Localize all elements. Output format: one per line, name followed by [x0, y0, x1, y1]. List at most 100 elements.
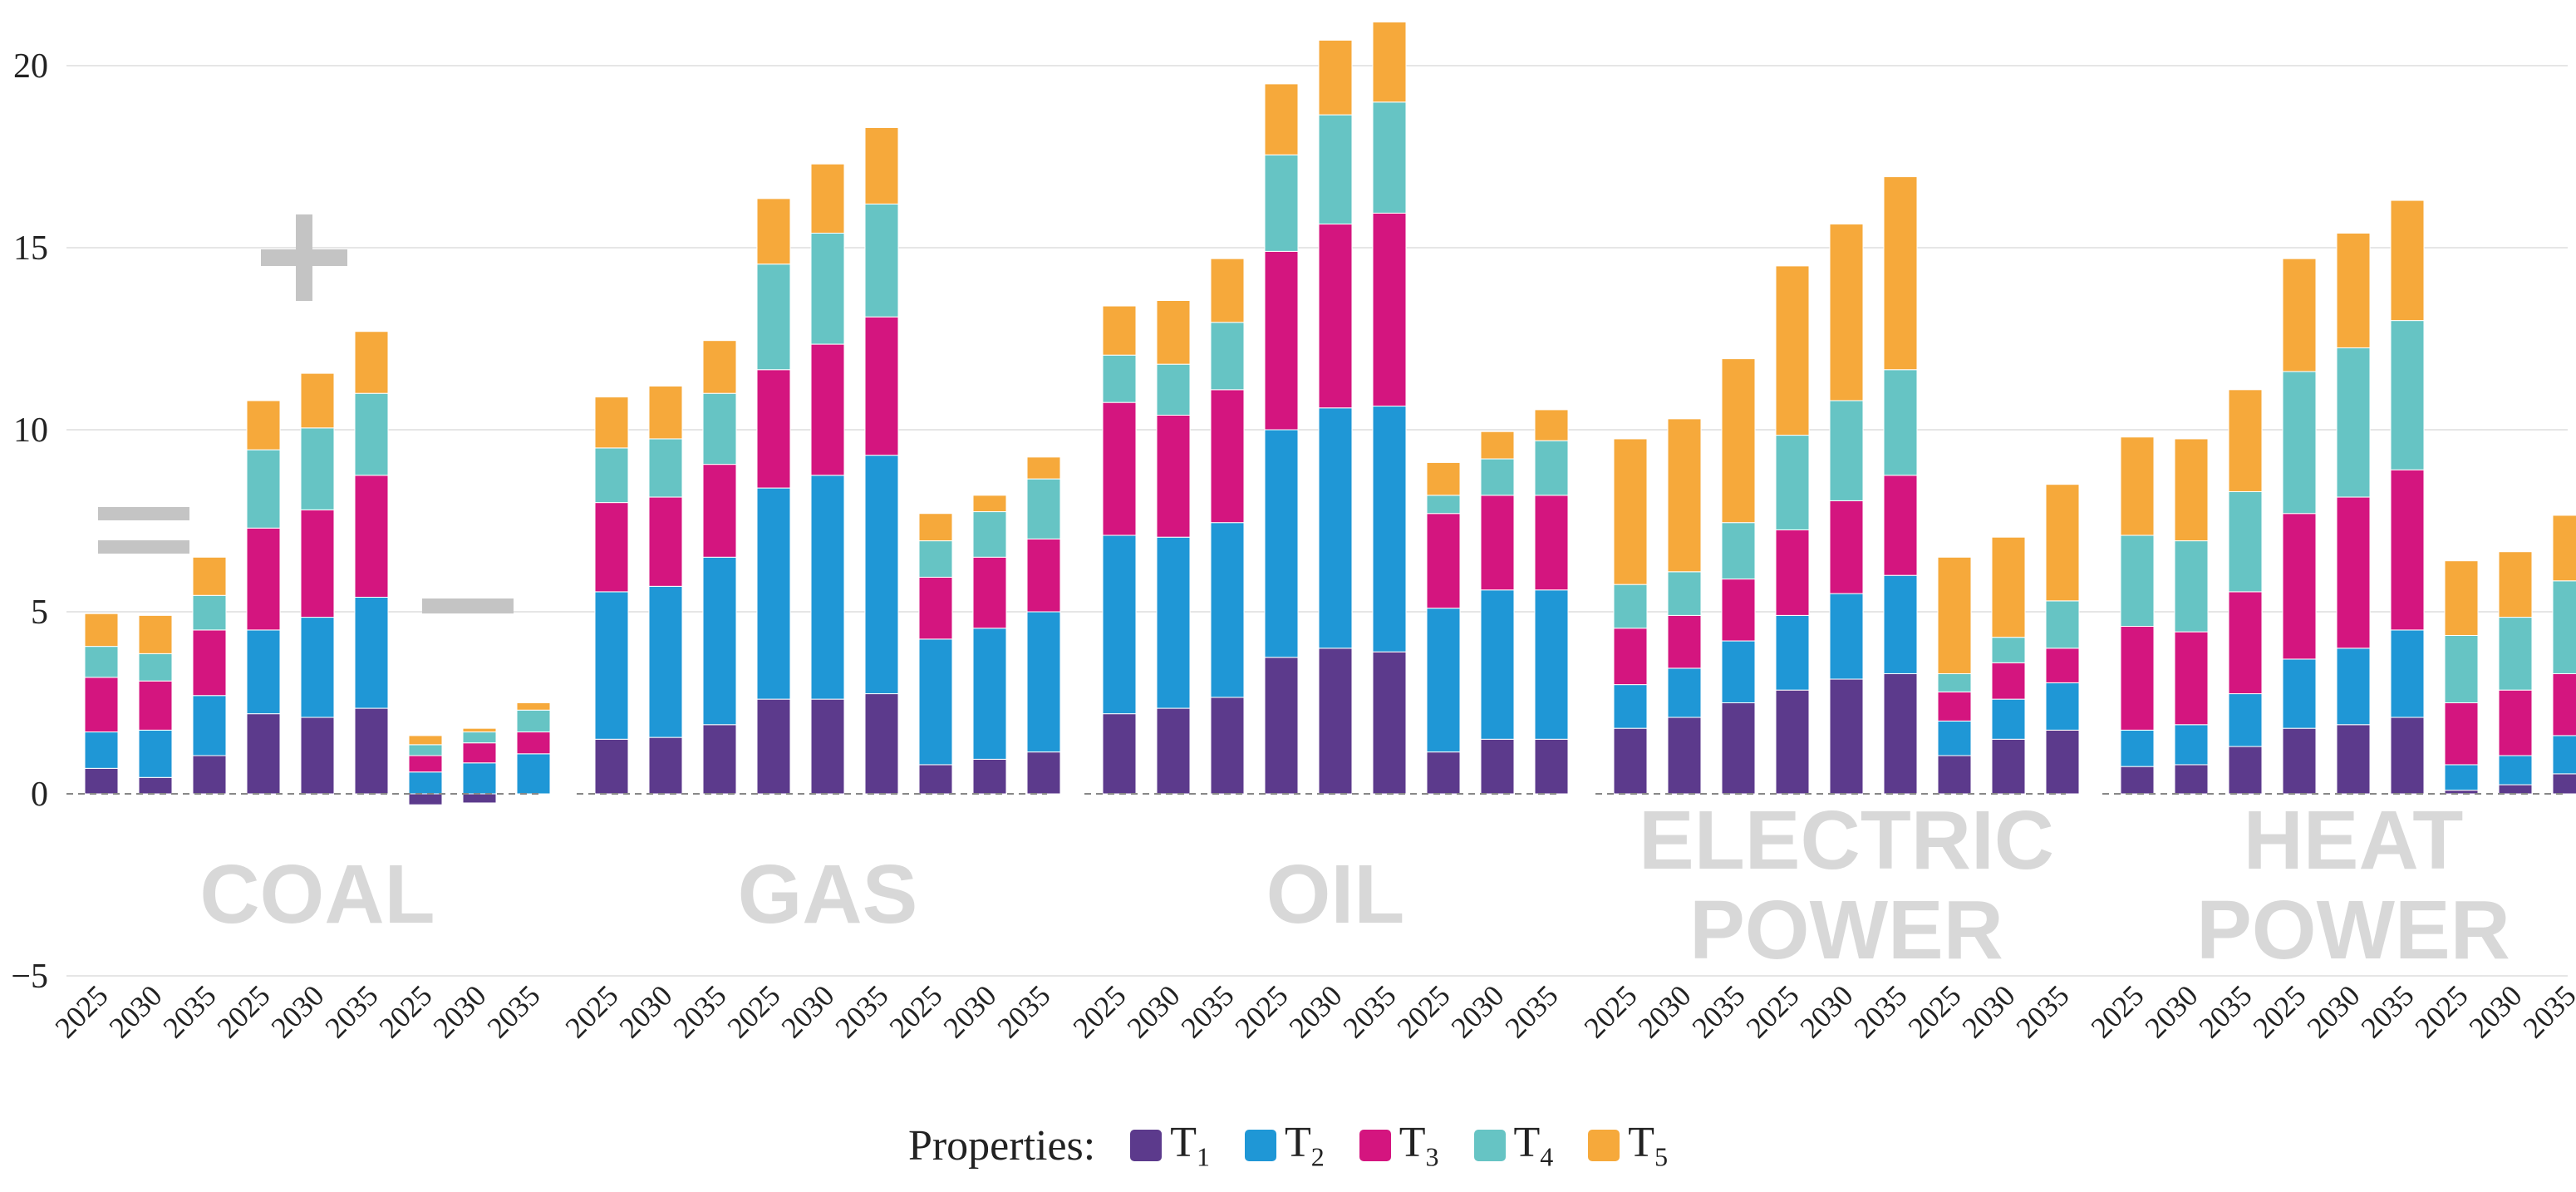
bar-segment-t2	[1264, 429, 1299, 658]
bar-segment-t4	[1026, 478, 1061, 539]
bar-segment-t5	[864, 126, 899, 204]
x-tick-label: 2035	[1685, 978, 1751, 1044]
legend-label-t4-base: T	[1513, 1119, 1541, 1167]
bar-segment-t3	[2336, 496, 2371, 649]
y-tick-label: 20	[13, 47, 48, 86]
legend-item-t4: T4	[1473, 1118, 1553, 1172]
x-tick-label: 2035	[1336, 978, 1402, 1044]
bar-segment-t4	[1775, 435, 1810, 530]
bar-segment-t1	[594, 738, 629, 795]
x-tick-label: 2025	[1390, 978, 1456, 1044]
scenario-marker-plus	[261, 214, 347, 301]
bar-segment-t4	[354, 392, 389, 476]
bar-segment-t1	[1613, 727, 1648, 795]
bar-segment-t1	[2390, 717, 2425, 795]
bar-segment-t1	[756, 698, 791, 795]
bar-segment-t1	[972, 758, 1007, 795]
bar-segment-t4	[810, 232, 845, 345]
bar-segment-t2	[2282, 658, 2317, 729]
bar-segment-t2	[1937, 720, 1972, 756]
bar-segment-t2	[864, 455, 899, 695]
bar-segment-t5	[2228, 389, 2263, 492]
bar-segment-t2	[516, 753, 551, 795]
bar-segment-t2	[2444, 764, 2479, 791]
bar-segment-t5	[1667, 418, 1702, 573]
sector-label: ELECTRIC	[1639, 794, 2054, 887]
bar-segment-t2	[1775, 614, 1810, 691]
bar-segment-t4	[2498, 617, 2533, 691]
bar-segment-t2	[1210, 522, 1245, 698]
bar-segment-t4	[1156, 363, 1191, 416]
bar-segment-t1	[702, 724, 737, 795]
bar-segment-t4	[2282, 371, 2317, 515]
bar-segment-t4	[972, 511, 1007, 558]
bar-segment-t2	[462, 762, 497, 795]
x-tick-label: 2035	[2009, 978, 2075, 1044]
bar-segment-t2	[1102, 534, 1137, 715]
legend-label-t1-base: T	[1170, 1119, 1197, 1167]
x-tick-label: 2025	[48, 978, 114, 1044]
bar-segment-t5	[648, 385, 683, 440]
bar-segment-t2	[1026, 611, 1061, 753]
bar-segment-t1	[1534, 738, 1569, 795]
legend-swatch-t3	[1359, 1129, 1391, 1161]
bar-segment-t5	[300, 372, 335, 429]
bar-segment-t5	[2498, 551, 2533, 618]
bar-segment-t4	[1210, 322, 1245, 391]
x-tick-label: 2030	[2462, 978, 2528, 1044]
x-tick-label: 2030	[264, 978, 330, 1044]
bar-segment-t2	[1667, 667, 1702, 718]
bar-segment-t1	[1318, 648, 1353, 795]
legend-label-t3-sub: 3	[1425, 1141, 1439, 1172]
bar-segment-t4	[84, 646, 119, 678]
legend-item-t1: T1	[1130, 1118, 1210, 1172]
bar-segment-t4	[1372, 101, 1407, 214]
bar-segment-t5	[594, 397, 629, 449]
bar-segment-t2	[1480, 589, 1515, 740]
x-tick-label: 2035	[1847, 978, 1913, 1044]
x-tick-label: 2025	[720, 978, 786, 1044]
scenario-markers	[98, 214, 514, 613]
bar-segment-t5	[918, 513, 953, 542]
bar-segment-t1	[354, 707, 389, 795]
bar-segment-t4	[2174, 540, 2209, 633]
legend-item-t3: T3	[1359, 1118, 1439, 1172]
bar-segment-t1	[1991, 738, 2026, 795]
bar-segment-t1	[1026, 751, 1061, 795]
bar-segment-t2	[408, 771, 443, 795]
sector-label: POWER	[1689, 884, 2003, 977]
bar-segment-t5	[1613, 438, 1648, 585]
bar-segment-t4	[408, 744, 443, 756]
bar-segment-t1	[810, 698, 845, 795]
bar-segment-t3	[1102, 401, 1137, 536]
bar-segment-t4	[1613, 584, 1648, 629]
bar-segment-t5	[972, 495, 1007, 513]
x-tick-label: 2030	[426, 978, 492, 1044]
y-tick-label: 10	[13, 411, 48, 450]
legend-swatch-t4	[1473, 1129, 1506, 1161]
x-tick-label: 2030	[1793, 978, 1859, 1044]
bar-segment-t1	[2174, 764, 2209, 795]
bar-segment-t5	[408, 735, 443, 746]
x-tick-label: 2030	[2138, 978, 2204, 1044]
bar-segment-t5	[2120, 436, 2155, 536]
x-tick-label: 2025	[1901, 978, 1967, 1044]
bar-segment-t3	[1372, 212, 1407, 407]
bar-segment-t3	[1721, 579, 1756, 642]
x-tick-label: 2035	[156, 978, 222, 1044]
bar-segment-t1	[1156, 707, 1191, 795]
bar-segment-t4	[2444, 634, 2479, 703]
x-tick-label: 2035	[2192, 978, 2258, 1044]
bar-segment-t1	[2552, 773, 2576, 795]
x-tick-label: 2025	[882, 978, 948, 1044]
bar-segment-t4	[1667, 571, 1702, 616]
bar-segment-t5	[1883, 176, 1918, 371]
bar-segment-t1	[1829, 678, 1864, 795]
bar-segment-t1	[1667, 717, 1702, 795]
bar-segment-t2	[2390, 629, 2425, 718]
x-tick-label: 2025	[1066, 978, 1132, 1044]
bar-segment-t3	[354, 475, 389, 598]
bar-segment-t3	[1426, 513, 1461, 609]
bar-segment-t1	[1775, 689, 1810, 795]
bar-segment-t1	[1480, 738, 1515, 795]
